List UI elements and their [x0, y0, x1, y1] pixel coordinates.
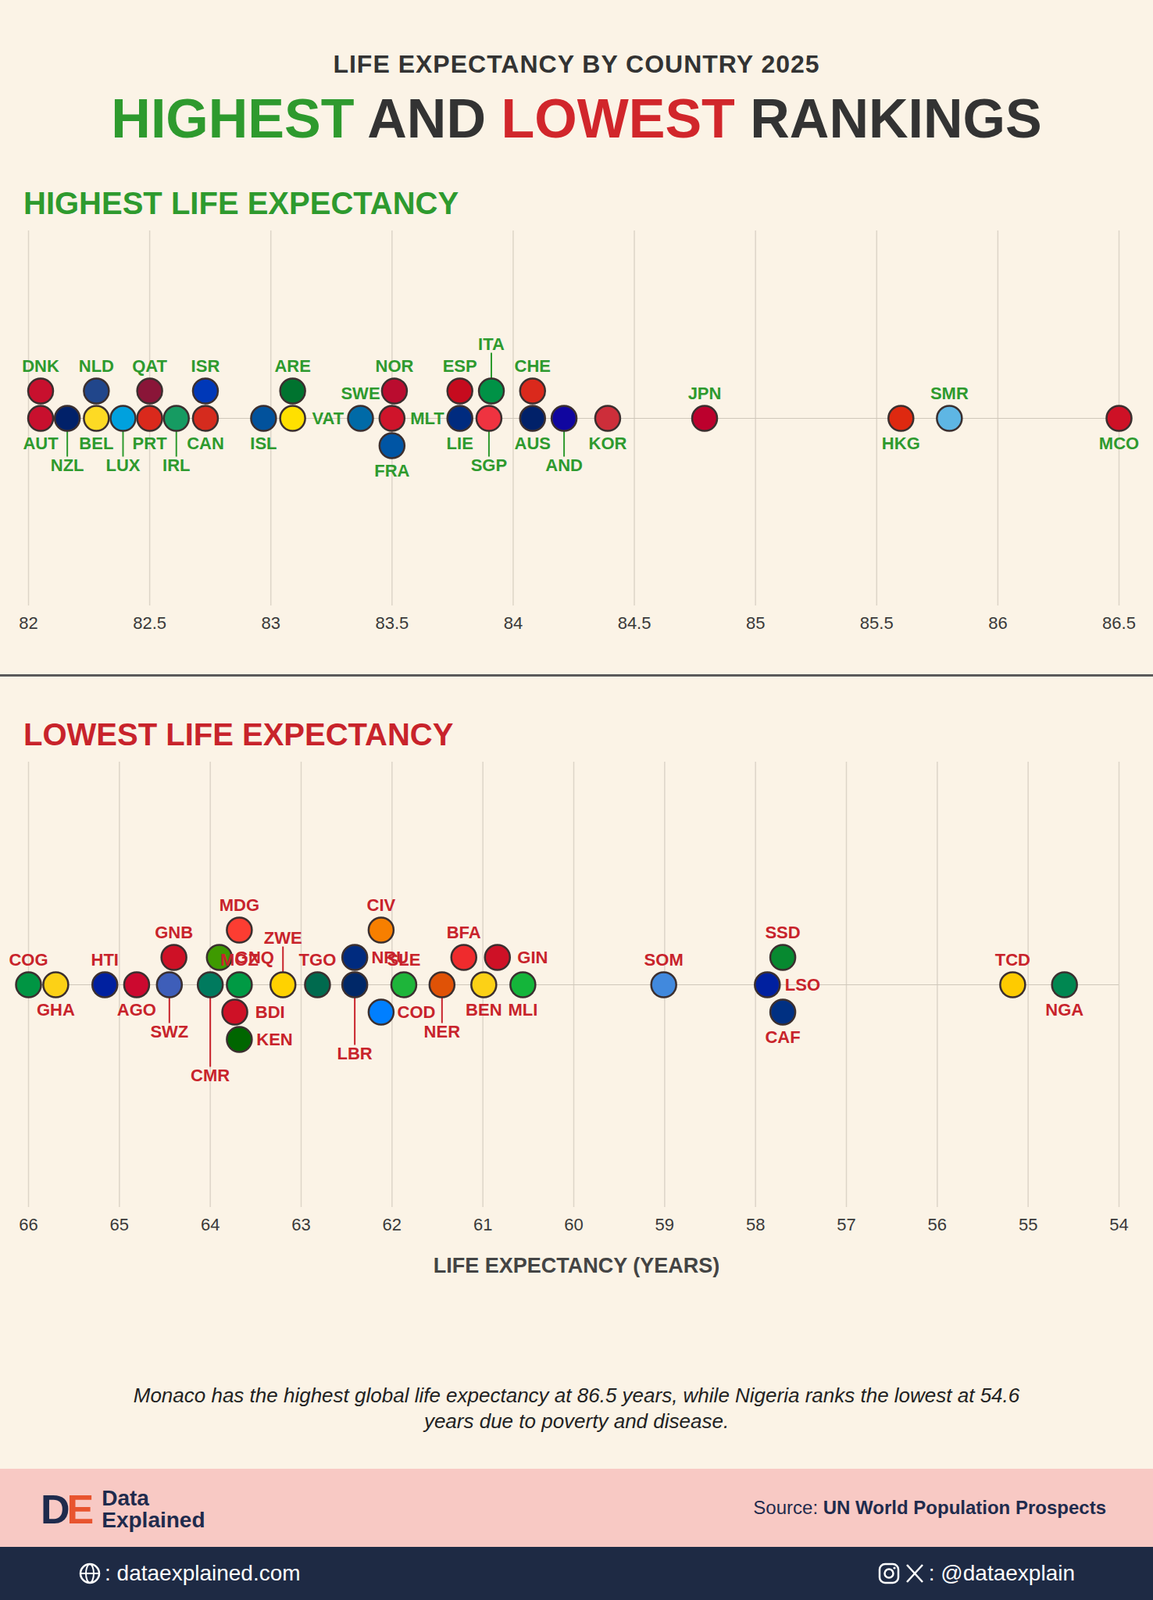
- svg-text:AGO: AGO: [117, 999, 157, 1020]
- svg-text:55: 55: [1018, 1214, 1038, 1235]
- html-text:LIFE EXPECTANCY BY COUNTRY 202: LIFE EXPECTANCY BY COUNTRY 2025: [333, 49, 820, 79]
- svg-text:56: 56: [928, 1214, 947, 1235]
- svg-text:TCD: TCD: [995, 949, 1031, 970]
- svg-text:NOR: NOR: [374, 356, 414, 376]
- svg-text:AND: AND: [545, 455, 583, 475]
- svg-text:NZL: NZL: [50, 455, 85, 475]
- svg-text:GIN: GIN: [517, 947, 548, 968]
- svg-text:BFA: BFA: [446, 922, 482, 943]
- svg-text:NLD: NLD: [78, 356, 115, 376]
- svg-text:MLI: MLI: [507, 999, 538, 1020]
- html-text:D E Data: D E Data: [40, 1485, 150, 1532]
- svg-text:VAT: VAT: [311, 408, 344, 429]
- html-text:HIGHEST AND LOWEST RANKINGS: HIGHEST AND LOWEST RANKINGS: [111, 88, 1042, 150]
- svg-text:NGA: NGA: [1045, 999, 1084, 1020]
- svg-text:ARE: ARE: [274, 356, 311, 376]
- svg-text:BEL: BEL: [78, 433, 114, 454]
- html-text:Monaco has the highest global: Monaco has the highest global life expec…: [133, 1383, 1020, 1433]
- svg-text:BDI: BDI: [255, 1002, 286, 1022]
- svg-text:60: 60: [564, 1214, 583, 1235]
- svg-text:NER: NER: [424, 1021, 461, 1042]
- svg-text:SSD: SSD: [764, 922, 800, 943]
- svg-text:84: 84: [503, 613, 523, 633]
- svg-text:PRT: PRT: [132, 433, 168, 454]
- svg-text:GHA: GHA: [36, 999, 75, 1020]
- svg-text:SOM: SOM: [644, 949, 684, 970]
- html-text:: dataexplained.com: : dataexplained.com: [104, 1560, 301, 1585]
- svg-text:COG: COG: [8, 949, 48, 970]
- svg-text:58: 58: [746, 1214, 765, 1235]
- svg-text:82: 82: [18, 613, 38, 633]
- svg-text:LSO: LSO: [785, 974, 821, 995]
- svg-text:62: 62: [382, 1214, 402, 1235]
- svg-text:IRL: IRL: [162, 455, 190, 475]
- svg-text:ESP: ESP: [442, 356, 478, 376]
- svg-text:CHE: CHE: [514, 356, 551, 376]
- svg-text:54: 54: [1109, 1214, 1129, 1235]
- svg-text:61: 61: [473, 1214, 493, 1235]
- svg-text:TGO: TGO: [299, 949, 337, 970]
- svg-text:65: 65: [110, 1214, 129, 1235]
- svg-text:BEN: BEN: [465, 999, 502, 1020]
- html-text:HIGHEST LIFE EXPECTANCY: HIGHEST LIFE EXPECTANCY: [23, 185, 459, 221]
- svg-text:HKG: HKG: [881, 433, 921, 454]
- svg-text:MCO: MCO: [1099, 433, 1139, 454]
- svg-text:63: 63: [291, 1214, 311, 1235]
- svg-text:SGP: SGP: [471, 455, 507, 475]
- svg-text:66: 66: [18, 1214, 38, 1235]
- svg-text:LUX: LUX: [105, 455, 140, 475]
- html-text:LIFE EXPECTANCY (YEARS): LIFE EXPECTANCY (YEARS): [433, 1253, 720, 1278]
- svg-text:DNK: DNK: [21, 356, 60, 376]
- svg-text:ISR: ISR: [191, 356, 221, 376]
- svg-text:85.5: 85.5: [860, 613, 894, 633]
- svg-text:SLE: SLE: [387, 949, 422, 970]
- svg-text:64: 64: [200, 1214, 220, 1235]
- svg-text:KOR: KOR: [588, 433, 627, 454]
- svg-text:HTI: HTI: [90, 949, 118, 970]
- svg-text:CMR: CMR: [190, 1065, 230, 1086]
- svg-text:83: 83: [260, 613, 280, 633]
- svg-text:ZWE: ZWE: [264, 928, 303, 948]
- svg-text:59: 59: [655, 1214, 675, 1235]
- svg-text:ISL: ISL: [249, 433, 277, 454]
- svg-text:MDG: MDG: [219, 895, 260, 915]
- svg-text:83.5: 83.5: [374, 613, 409, 633]
- svg-text:MOZ: MOZ: [220, 949, 259, 970]
- svg-text:86.5: 86.5: [1102, 613, 1136, 633]
- svg-text:CAF: CAF: [764, 1027, 800, 1047]
- svg-text:CAN: CAN: [186, 433, 225, 454]
- svg-text:ITA: ITA: [478, 334, 505, 354]
- svg-text:KEN: KEN: [256, 1029, 293, 1050]
- html-text:: @dataexplain: : @dataexplain: [928, 1560, 1075, 1585]
- svg-text:SWZ: SWZ: [149, 1021, 189, 1042]
- svg-text:CIV: CIV: [367, 895, 397, 915]
- svg-text:AUS: AUS: [514, 433, 551, 454]
- svg-text:SMR: SMR: [930, 383, 969, 404]
- svg-text:82.5: 82.5: [132, 613, 167, 633]
- svg-text:QAT: QAT: [132, 356, 168, 376]
- svg-text:86: 86: [988, 613, 1007, 633]
- svg-text:LBR: LBR: [337, 1043, 373, 1064]
- svg-text:SWE: SWE: [340, 383, 380, 404]
- html-text:Explained: Explained: [101, 1507, 206, 1532]
- svg-text:84.5: 84.5: [617, 613, 652, 633]
- svg-text:FRA: FRA: [374, 460, 410, 481]
- svg-text:JPN: JPN: [688, 383, 722, 404]
- svg-text:AUT: AUT: [22, 433, 59, 454]
- html-text:Source: UN World Population Pr: Source: UN World Population Prospects: [753, 1496, 1107, 1518]
- svg-text:57: 57: [836, 1214, 856, 1235]
- svg-text:GNB: GNB: [154, 922, 193, 943]
- svg-text:COD: COD: [397, 1002, 436, 1022]
- svg-text:LIE: LIE: [446, 433, 474, 454]
- svg-text:85: 85: [746, 613, 765, 633]
- svg-text:MLT: MLT: [410, 408, 445, 429]
- html-text:LOWEST LIFE EXPECTANCY: LOWEST LIFE EXPECTANCY: [23, 717, 454, 752]
